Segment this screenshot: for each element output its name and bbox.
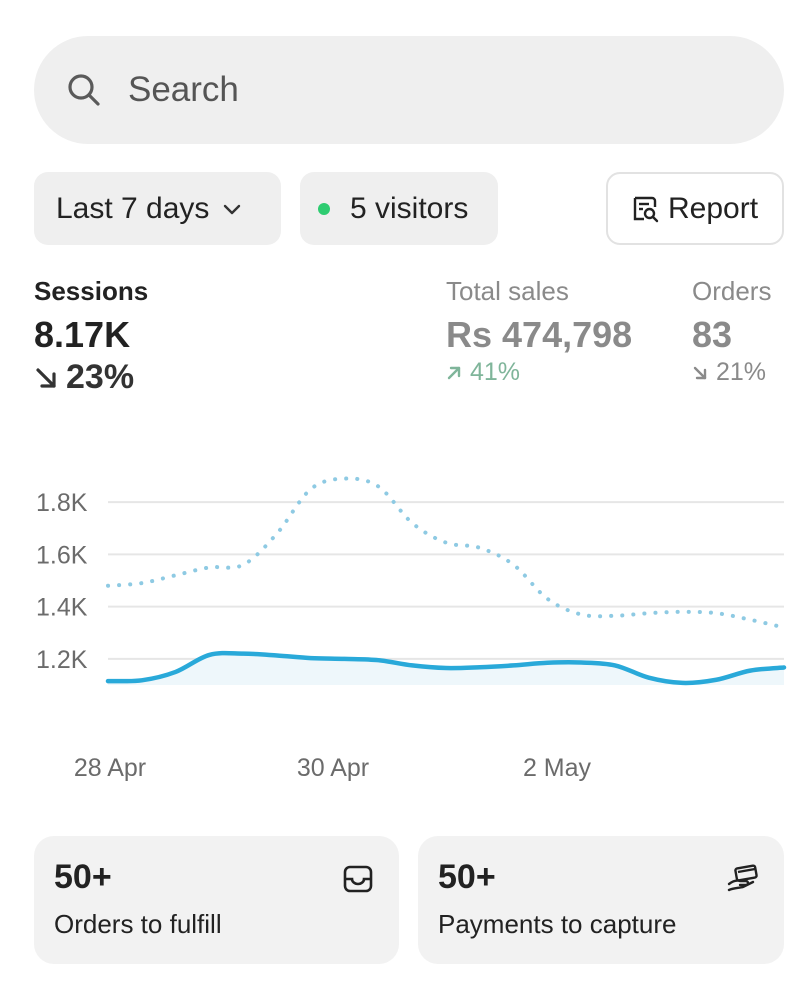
previous-period-line <box>106 476 786 630</box>
card-count: 50+ <box>54 858 112 896</box>
y-tick-label: 1.2K <box>36 646 88 674</box>
metric-delta-value: 21% <box>716 358 767 386</box>
report-label: Report <box>668 191 759 225</box>
metric-delta: 41% <box>446 358 632 387</box>
hand-payment-icon <box>727 864 758 892</box>
x-tick-label: 30 Apr <box>297 754 369 782</box>
card-label: Payments to capture <box>438 909 677 939</box>
metric-value: 83 <box>692 314 733 355</box>
orders-to-fulfill-card[interactable]: 50+ Orders to fulfill <box>34 836 399 964</box>
metric-label: Sessions <box>34 276 149 306</box>
y-tick-label: 1.8K <box>36 489 88 517</box>
metric-delta-value: 23% <box>66 358 135 396</box>
search-icon <box>68 74 100 106</box>
current-period-line <box>105 650 787 686</box>
visitors-label: 5 visitors <box>350 191 469 225</box>
report-icon <box>633 196 659 222</box>
date-range-label: Last 7 days <box>56 191 210 225</box>
report-button[interactable]: Report <box>606 172 784 245</box>
chevron-down-icon <box>224 204 241 214</box>
inbox-icon <box>343 865 373 893</box>
arrow-down-right-icon <box>693 366 707 379</box>
metric-total-sales[interactable]: Total sales Rs 474,798 41% <box>446 276 632 387</box>
card-count: 50+ <box>438 858 496 896</box>
date-range-dropdown[interactable]: Last 7 days <box>34 172 281 245</box>
payments-to-capture-card[interactable]: 50+ Payments to capture <box>418 836 784 964</box>
metric-delta: 21% <box>692 358 771 387</box>
live-visitors-chip[interactable]: 5 visitors <box>300 172 498 245</box>
arrow-up-right-icon <box>447 366 461 379</box>
search-input[interactable] <box>126 69 690 111</box>
x-tick-label: 2 May <box>523 754 592 782</box>
live-status-dot <box>318 202 330 215</box>
search-bar[interactable] <box>34 36 784 144</box>
metric-label: Total sales <box>446 276 569 306</box>
metric-value: Rs 474,798 <box>446 314 633 355</box>
arrow-down-right-icon <box>36 367 56 388</box>
y-tick-label: 1.4K <box>36 594 88 622</box>
metric-delta: 23% <box>34 358 148 397</box>
x-tick-label: 28 Apr <box>74 754 146 782</box>
metric-orders[interactable]: Orders 83 21% <box>692 276 771 387</box>
sessions-line-chart[interactable]: 1.8K 1.6K 1.4K 1.2K 28 Apr 30 Apr 2 May <box>0 420 812 800</box>
card-label: Orders to fulfill <box>54 909 222 939</box>
metric-value: 8.17K <box>34 314 131 355</box>
metric-delta-value: 41% <box>470 358 521 386</box>
metric-label: Orders <box>692 276 772 306</box>
y-tick-label: 1.6K <box>36 541 88 569</box>
metric-sessions[interactable]: Sessions 8.17K 23% <box>34 276 148 397</box>
